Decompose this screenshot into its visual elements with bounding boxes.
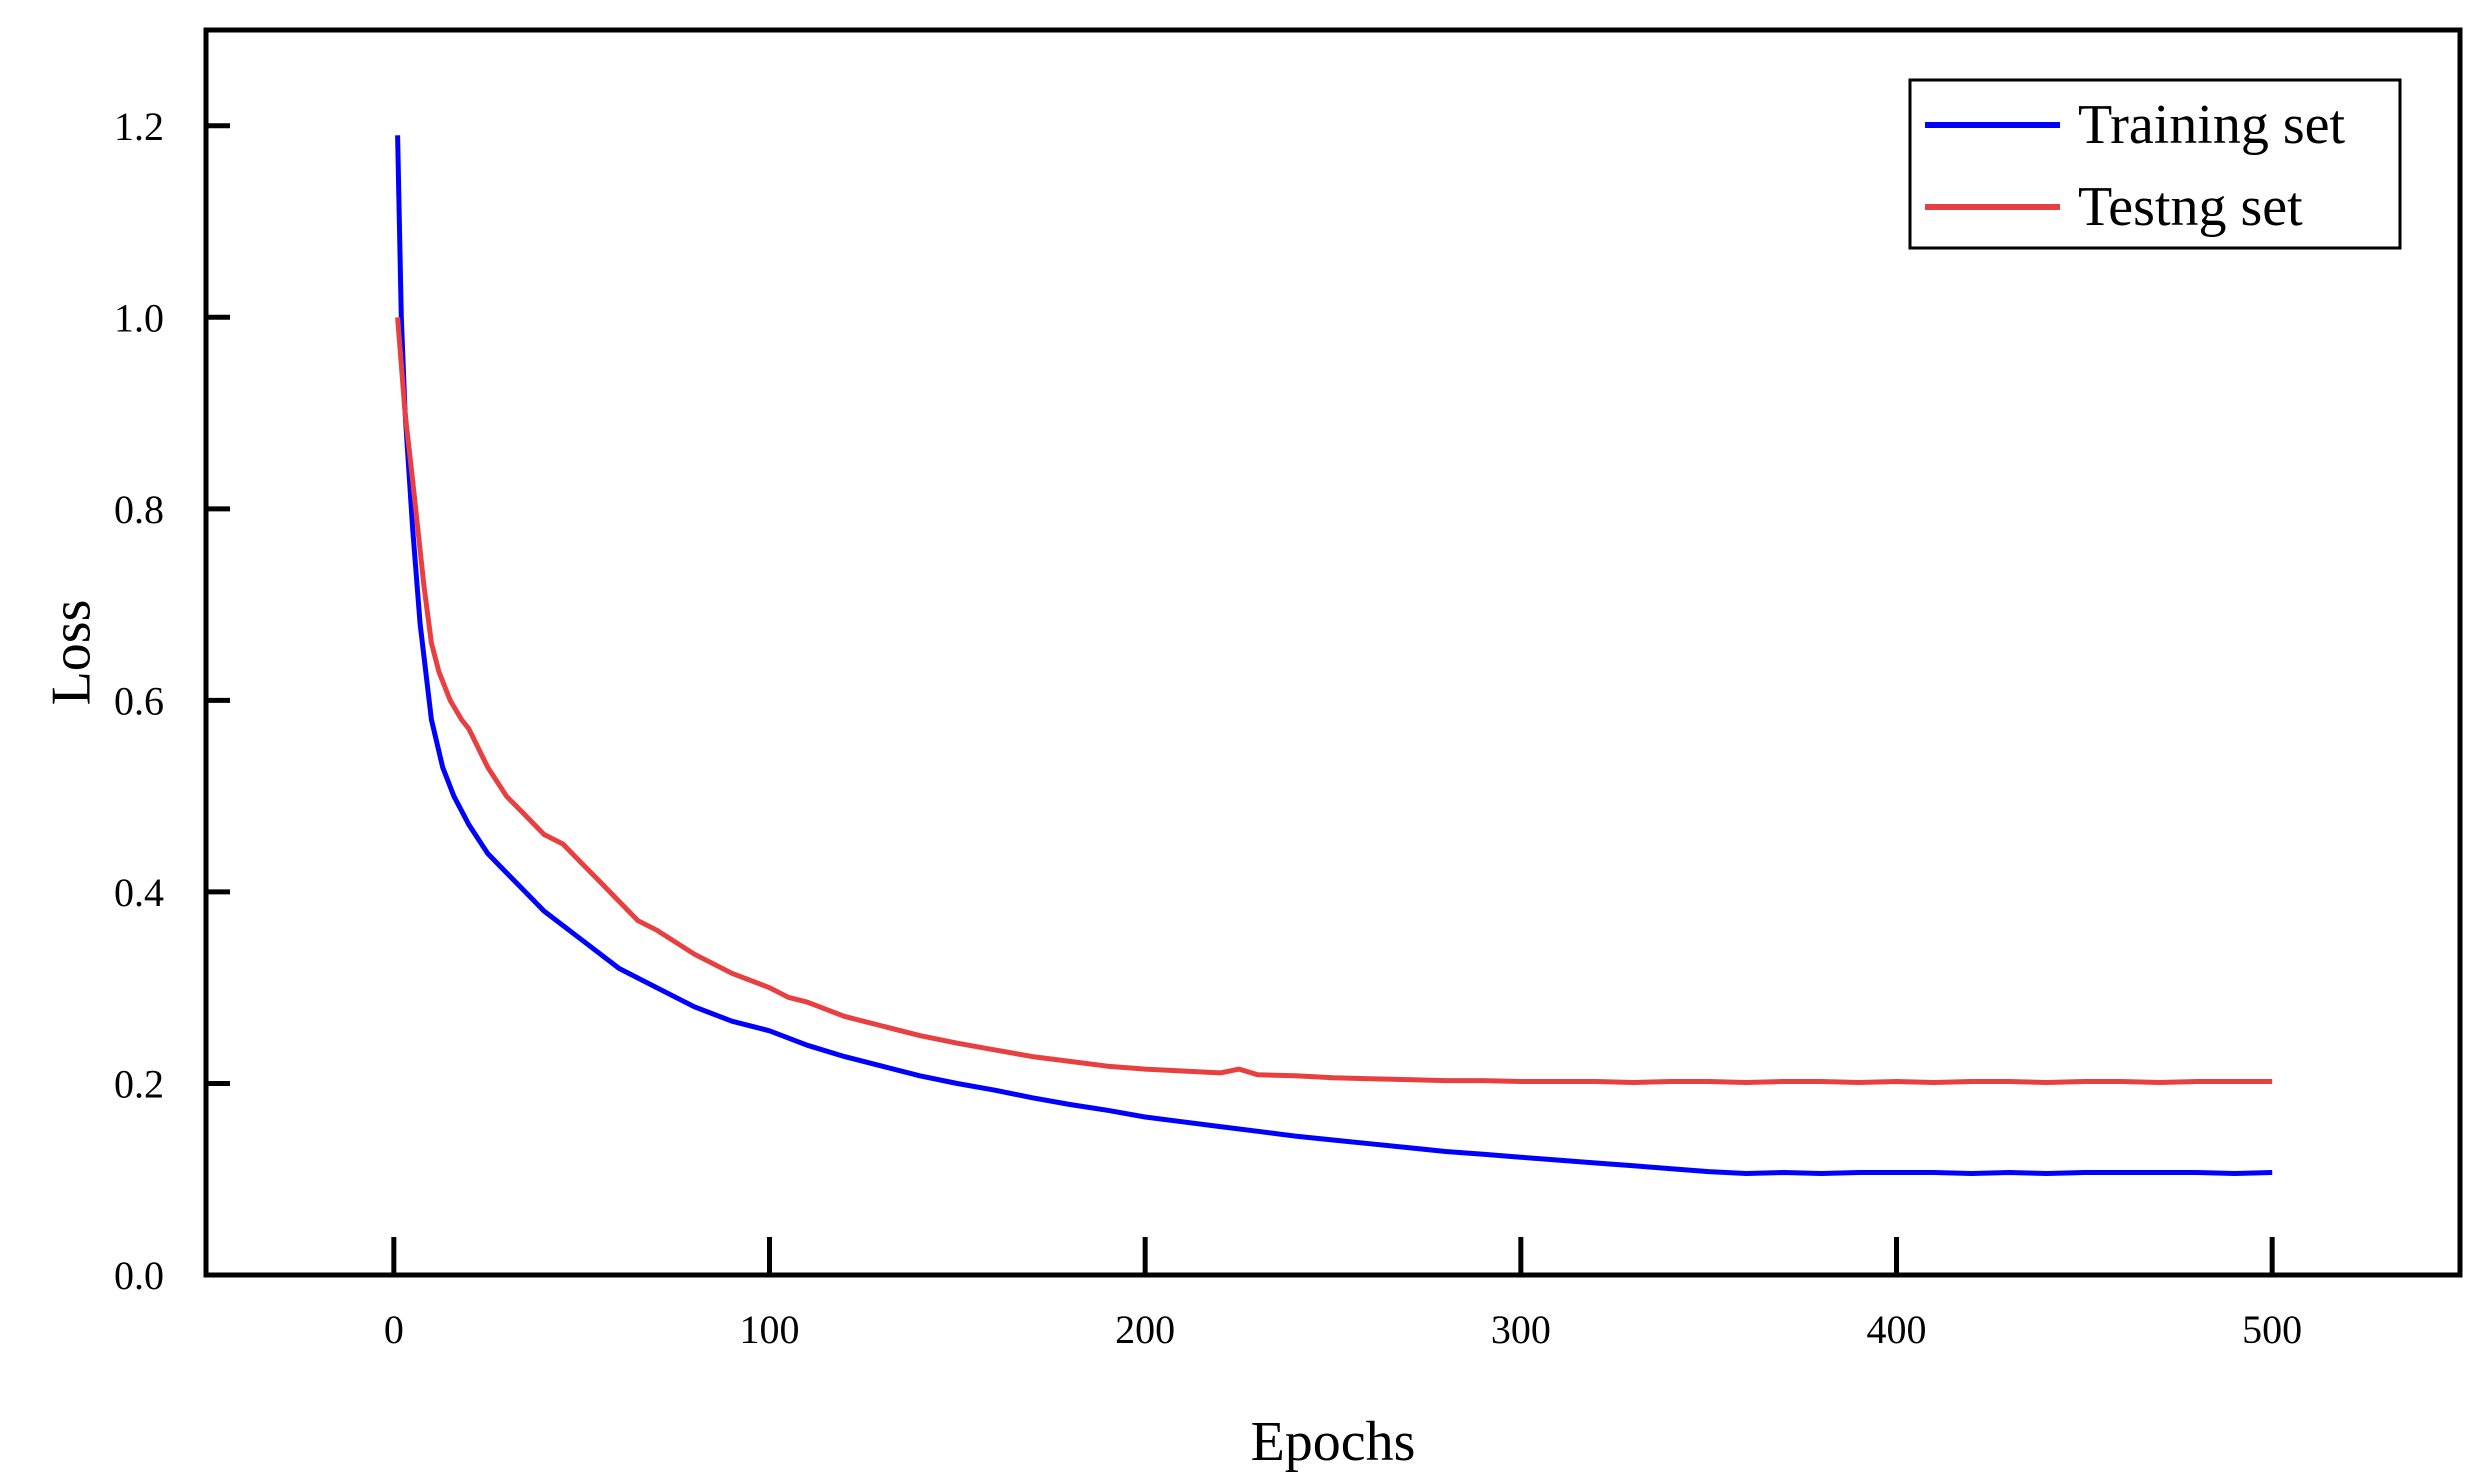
- x-tick-label: 300: [1491, 1307, 1551, 1352]
- y-tick-label: 0.4: [114, 870, 164, 915]
- y-axis-title: Loss: [41, 600, 103, 706]
- x-tick-label: 400: [1867, 1307, 1927, 1352]
- y-tick-label: 0.6: [114, 678, 164, 723]
- y-tick-label: 0.2: [114, 1061, 164, 1106]
- x-tick-label: 500: [2242, 1307, 2302, 1352]
- ticks-layer: 0 100 200 300 400 500 0.0 0.2 0.4 0.6 0.8 1.0 1.2: [114, 104, 2302, 1352]
- plot-frame: [203, 27, 2463, 1278]
- legend-label-training: Training set: [2078, 94, 2346, 156]
- y-tick-label: 1.0: [114, 295, 164, 340]
- legend-label-testing: Testng set: [2078, 176, 2303, 238]
- x-tick-label: 200: [1115, 1307, 1175, 1352]
- series-line-1: [395, 317, 2273, 1085]
- series-layer: [395, 135, 2273, 1176]
- x-tick-label: 100: [740, 1307, 800, 1352]
- y-tick-label: 1.2: [114, 104, 164, 149]
- legend-box: [1908, 78, 2402, 250]
- x-tick-label: 0: [384, 1307, 404, 1352]
- series-line-0: [395, 135, 2273, 1176]
- y-tick-label: 0.8: [114, 487, 164, 532]
- x-axis-title: Epochs: [1251, 1411, 1416, 1473]
- legend: Training set Testng set: [1908, 78, 2402, 250]
- y-tick-label: 0.0: [114, 1253, 164, 1298]
